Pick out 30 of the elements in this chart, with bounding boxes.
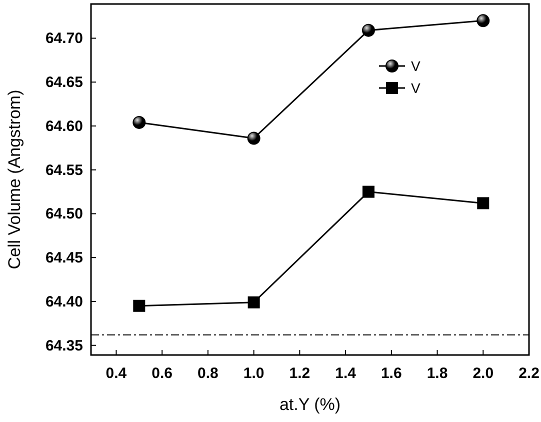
- y-tick-label: 64.50: [45, 206, 83, 223]
- y-tick-label: 64.40: [45, 293, 83, 310]
- y-tick-label: 64.55: [45, 162, 83, 179]
- x-tick-label: 1.2: [289, 365, 310, 382]
- y-tick-label: 64.60: [45, 118, 83, 135]
- x-tick-label: 2.0: [472, 365, 494, 382]
- y-tick-label: 64.70: [45, 30, 83, 48]
- y-tick-label: 64.65: [45, 74, 83, 92]
- x-axis-title: at.Y (%): [279, 395, 341, 414]
- point: [133, 300, 146, 312]
- x-tick-label: 2.2: [518, 365, 540, 382]
- point: [476, 14, 490, 28]
- x-tick-label: 1.8: [426, 365, 448, 382]
- point: [132, 116, 146, 129]
- legend-label: V: [411, 80, 421, 96]
- point: [247, 132, 260, 145]
- legend-label: V: [411, 58, 421, 74]
- x-tick-label: 0.8: [198, 365, 218, 382]
- y-axis-title: Cell Volume (Angstrom): [5, 90, 24, 270]
- y-tick-label: 64.35: [45, 337, 83, 354]
- point: [362, 186, 374, 198]
- point: [362, 24, 375, 37]
- y-tick-label: 64.45: [45, 250, 83, 267]
- x-tick-label: 1.6: [380, 365, 402, 382]
- x-tick-label: 0.4: [106, 365, 128, 382]
- x-tick-label: 0.6: [152, 365, 173, 382]
- x-tick-label: 1.4: [335, 365, 357, 382]
- point: [477, 197, 490, 210]
- x-tick-label: 1.0: [243, 365, 264, 382]
- point: [248, 296, 260, 308]
